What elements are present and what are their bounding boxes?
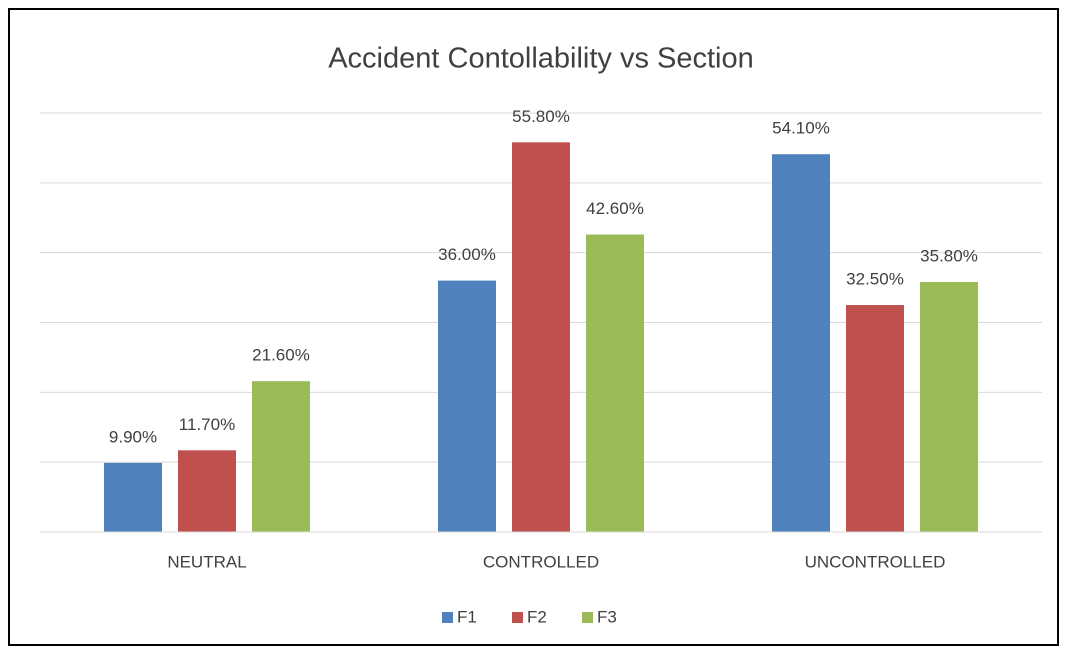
- chart-title: Accident Contollability vs Section: [328, 43, 754, 75]
- bar: [178, 450, 236, 532]
- data-label: 36.00%: [438, 245, 496, 264]
- bar: [104, 462, 162, 532]
- legend-label: F3: [597, 607, 617, 626]
- bar: [586, 234, 644, 532]
- data-label: 11.70%: [179, 415, 235, 434]
- x-tick-label: NEUTRAL: [167, 552, 246, 571]
- data-label: 9.90%: [109, 427, 157, 446]
- legend-label: F2: [527, 607, 547, 626]
- data-label: 55.80%: [512, 107, 570, 126]
- data-label: 42.60%: [586, 199, 644, 218]
- x-tick-label: CONTROLLED: [483, 552, 599, 571]
- data-label: 54.10%: [772, 119, 830, 138]
- legend-swatch: [512, 612, 523, 623]
- bar: [438, 280, 496, 532]
- bar: [252, 381, 310, 532]
- data-label: 32.50%: [846, 270, 904, 289]
- legend-swatch: [582, 612, 593, 623]
- x-tick-label: UNCONTROLLED: [805, 552, 946, 571]
- data-label: 21.60%: [252, 346, 310, 365]
- bar: [512, 142, 570, 532]
- bar: [920, 281, 978, 532]
- bar: [772, 154, 830, 532]
- legend-label: F1: [457, 607, 477, 626]
- legend-swatch: [442, 612, 453, 623]
- bar: [846, 305, 904, 532]
- data-label: 35.80%: [920, 246, 978, 265]
